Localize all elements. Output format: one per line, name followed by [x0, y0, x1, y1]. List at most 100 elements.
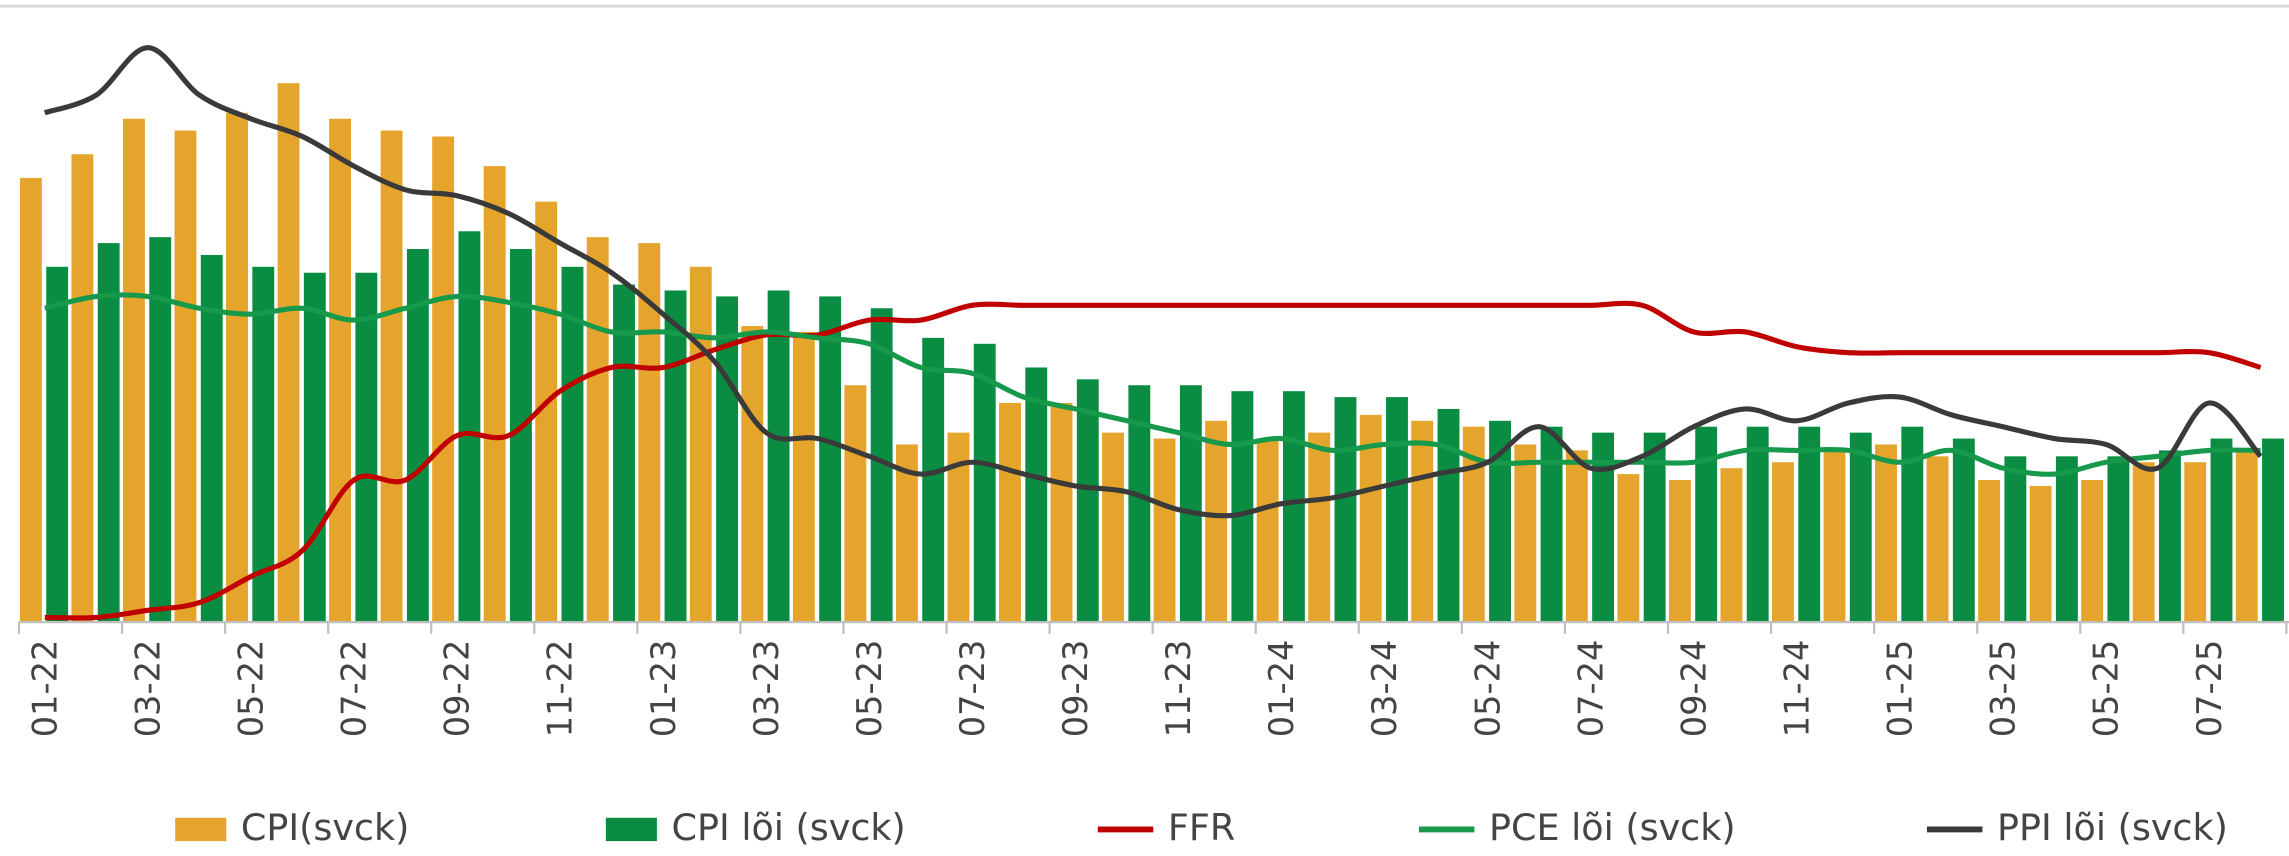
bar [1823, 450, 1846, 623]
x-tick-label: 11-22 [541, 640, 580, 738]
x-tick-label: 07-25 [2190, 640, 2229, 738]
bar [1643, 432, 1666, 623]
bar [2029, 485, 2052, 623]
bar [1334, 397, 1357, 623]
bar [1437, 408, 1460, 623]
bar [870, 308, 893, 623]
bar [947, 432, 970, 623]
x-tick-label: 05-22 [232, 640, 271, 738]
bar [2055, 456, 2078, 623]
bar [303, 272, 326, 623]
x-tick-label: 01-24 [1262, 640, 1301, 738]
bar [1489, 420, 1511, 623]
x-tick-label: 11-24 [1777, 640, 1816, 738]
bar [1128, 385, 1151, 623]
bar [1025, 367, 1048, 623]
legend-label: CPI(svck) [241, 806, 410, 849]
bar [252, 266, 275, 623]
bar [1901, 426, 1924, 623]
legend-label: CPI lõi (svck) [672, 806, 906, 849]
bar [1746, 426, 1769, 623]
bar [1308, 432, 1331, 623]
bar [1772, 462, 1794, 623]
legend: CPI(svck) CPI lõi (svck) FFR PCE lõi (svck)… [175, 806, 2228, 849]
bar [1540, 426, 1563, 623]
bar [71, 154, 94, 623]
bar [1359, 414, 1382, 623]
legend-label: PPI lõi (svck) [1997, 806, 2228, 849]
bar [973, 343, 996, 623]
bar [792, 331, 815, 623]
line-series [43, 45, 2263, 519]
bar [1231, 391, 1254, 623]
bar [2081, 480, 2104, 623]
bar [1386, 397, 1408, 623]
x-tick-label: 07-24 [1571, 640, 1610, 738]
bar [999, 403, 1021, 623]
bar [2210, 438, 2233, 623]
x-tick-label: 07-22 [335, 640, 374, 738]
bar [277, 83, 300, 623]
x-tick-label: 03-22 [128, 640, 167, 738]
bar [1411, 420, 1434, 623]
legend-label: PCE lõi (svck) [1489, 806, 1736, 849]
bar [767, 290, 790, 623]
bar [1978, 480, 2001, 623]
bar [1462, 426, 1485, 623]
bar [1050, 403, 1073, 623]
bar [1668, 480, 1691, 623]
bar [200, 254, 223, 623]
bar [1592, 432, 1615, 623]
bar [1179, 385, 1202, 623]
bar [483, 166, 506, 623]
bar [226, 112, 248, 623]
bar [664, 290, 687, 623]
line-series [44, 300, 2262, 621]
bar [432, 136, 455, 623]
bar [149, 237, 172, 623]
x-tick-label: 05-24 [1468, 640, 1507, 738]
legend-label: FFR [1168, 806, 1235, 849]
bar [1849, 432, 1872, 623]
bar [1153, 438, 1176, 623]
x-tick-label: 01-23 [644, 640, 683, 738]
bar [380, 130, 403, 623]
bar [561, 266, 584, 623]
bar [46, 266, 69, 623]
bar [1695, 426, 1718, 623]
bar [741, 326, 764, 623]
bar [329, 118, 352, 623]
x-tick-label: 03-25 [1984, 640, 2023, 738]
x-tick-label: 09-24 [1674, 640, 1713, 738]
bar [638, 243, 661, 623]
bar [1102, 432, 1124, 623]
x-tick-label: 01-22 [25, 640, 64, 738]
bar [174, 130, 197, 623]
bar [1926, 456, 1949, 623]
bar [1798, 426, 1821, 623]
bar [2004, 456, 2027, 623]
legend-swatch [605, 817, 657, 842]
bar [122, 118, 145, 623]
line-series [44, 292, 2261, 477]
bar [1952, 438, 1975, 623]
bar [1875, 444, 1897, 623]
x-tick-label: 05-23 [850, 640, 889, 738]
x-tick-label: 09-22 [438, 640, 477, 738]
bar [1205, 420, 1228, 623]
bar [1256, 438, 1279, 623]
bar [689, 266, 712, 623]
bar [1565, 450, 1588, 623]
bar [586, 237, 609, 623]
bar [2159, 450, 2181, 623]
bar [2107, 456, 2130, 623]
bar [509, 249, 532, 623]
bar [2235, 450, 2258, 623]
bar [97, 243, 120, 623]
plot-area: 01-22 03-22 05-22 07-22 09-22 11-22 01-23 03-23… [17, 45, 2289, 738]
bar [2132, 462, 2155, 623]
bar [922, 337, 945, 623]
bar [355, 272, 378, 623]
bar [895, 444, 918, 623]
